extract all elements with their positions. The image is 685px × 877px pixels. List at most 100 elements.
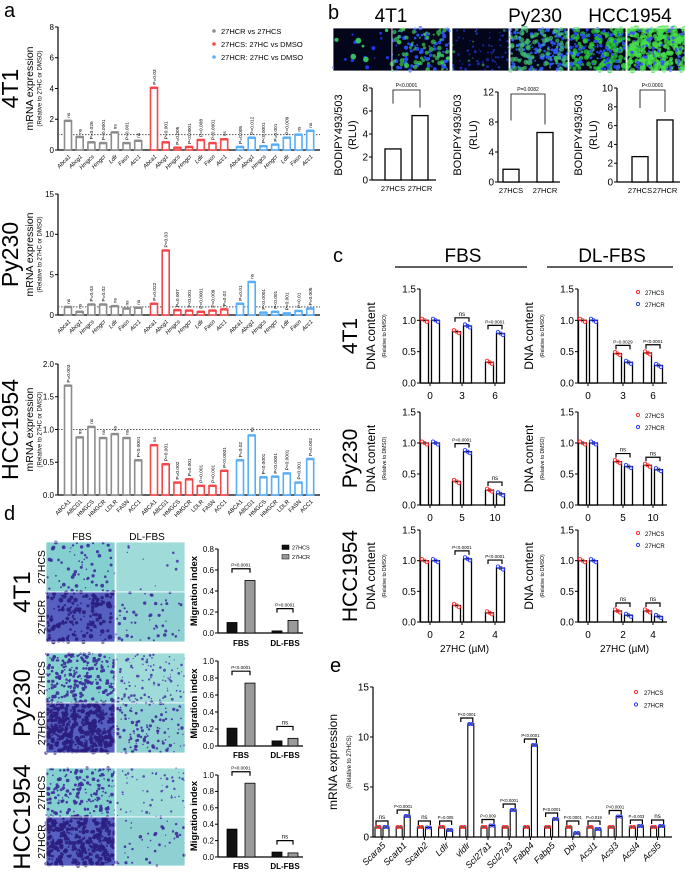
cell-dot <box>452 50 456 54</box>
cell-dot <box>563 55 569 61</box>
y-axis-sublabel: (Relative to 27HC or DMSO) <box>38 216 44 292</box>
cell-dot <box>86 626 90 630</box>
cell-dot <box>547 58 550 60</box>
data-point <box>647 610 653 615</box>
cell-dot <box>169 694 172 697</box>
cell-dot <box>136 727 139 731</box>
data-point <box>424 442 430 447</box>
cell-dot <box>659 53 661 55</box>
cell-dot <box>57 674 62 679</box>
cell-dot <box>83 558 86 561</box>
cell-dot <box>74 705 78 708</box>
cell-dot <box>439 38 443 42</box>
cell-dot <box>90 744 93 748</box>
cell-dot <box>51 747 54 750</box>
cell-dot <box>568 66 572 70</box>
cell-dot <box>491 59 494 62</box>
cell-dot <box>596 57 599 60</box>
cell-dot <box>143 601 147 605</box>
cell-dot <box>130 694 133 697</box>
cell-dot <box>171 669 173 672</box>
cell-dot <box>145 660 149 664</box>
cell-dot <box>48 688 51 690</box>
cell-dot <box>77 835 82 839</box>
cell-dot <box>87 798 91 802</box>
cell-dot <box>70 588 74 593</box>
cell-dot <box>67 685 70 688</box>
cell-dot <box>575 63 579 68</box>
cell-dot <box>643 34 647 39</box>
cell-dot <box>106 856 109 859</box>
cell-dot <box>168 678 171 681</box>
cell-dot <box>53 607 55 610</box>
cell-dot <box>100 856 103 860</box>
cell-dot <box>596 50 599 54</box>
cell-dot <box>47 624 50 627</box>
p-value-label: ns <box>297 126 302 132</box>
cell-dot <box>170 796 173 799</box>
cell-dot <box>84 851 87 854</box>
cell-dot <box>76 604 79 607</box>
cell-dot <box>156 729 159 733</box>
cell-dot <box>160 799 163 802</box>
cell-dot <box>652 53 655 55</box>
cell-dot <box>61 582 66 587</box>
bar <box>612 352 623 384</box>
cell-dot <box>75 671 78 674</box>
cell-dot <box>55 671 58 675</box>
cell-dot <box>49 700 51 703</box>
cell-dot <box>139 735 143 739</box>
cell-dot <box>57 801 60 805</box>
y-axis-sublabel: (Relative to 27HC or DMSO) <box>38 391 44 467</box>
cell-dot <box>69 709 72 712</box>
cell-dot <box>128 684 131 688</box>
cell-dot <box>539 43 543 48</box>
cell-dot <box>143 655 145 658</box>
cell-dot <box>399 66 403 70</box>
gene-label: Acsl1 <box>576 840 599 863</box>
cell-dot <box>64 740 68 744</box>
bar <box>577 560 588 623</box>
cell-dot <box>82 633 87 638</box>
significance-bracket <box>639 89 666 112</box>
cell-dot <box>149 593 153 597</box>
cell-dot <box>636 45 638 47</box>
cell-dot <box>61 621 65 625</box>
bar <box>384 148 402 181</box>
x-category-label: 27HCR <box>533 186 558 195</box>
gene-label: ACC1 <box>299 499 314 514</box>
cell-dot <box>48 844 53 849</box>
row-label-4T1: 4T1 <box>0 69 23 109</box>
cell-dot <box>142 739 146 743</box>
cell-dot <box>98 653 102 657</box>
cell-dot <box>107 839 113 844</box>
cell-dot <box>66 837 69 841</box>
cell-dot <box>100 854 103 856</box>
cell-dot <box>109 612 113 615</box>
significance-bracket <box>375 820 389 825</box>
y-tick-label: 0.5 <box>560 347 574 358</box>
cell-dot <box>550 38 553 41</box>
cell-dot <box>587 38 590 42</box>
cell-dot <box>614 47 616 50</box>
cell-dot <box>472 57 474 59</box>
cell-dot <box>86 671 89 675</box>
cell-dot <box>503 29 506 32</box>
cell-dot <box>46 576 49 579</box>
x-tick-label: 0 <box>585 513 591 524</box>
cell-dot <box>666 47 670 50</box>
p-value-label: ns <box>223 131 228 137</box>
cell-dot <box>89 734 93 738</box>
data-point <box>593 319 599 324</box>
cell-dot <box>60 663 64 667</box>
cell-dot <box>608 63 612 66</box>
cell-dot <box>656 49 660 53</box>
cell-dot <box>175 559 179 563</box>
cell-dot <box>144 592 146 595</box>
cell-dot <box>154 601 158 606</box>
cell-dot <box>82 748 87 753</box>
cell-dot <box>168 656 171 658</box>
bodipy-micrograph <box>451 27 510 72</box>
cell-dot <box>638 30 641 33</box>
image-row-label: 27HCR <box>36 710 48 745</box>
